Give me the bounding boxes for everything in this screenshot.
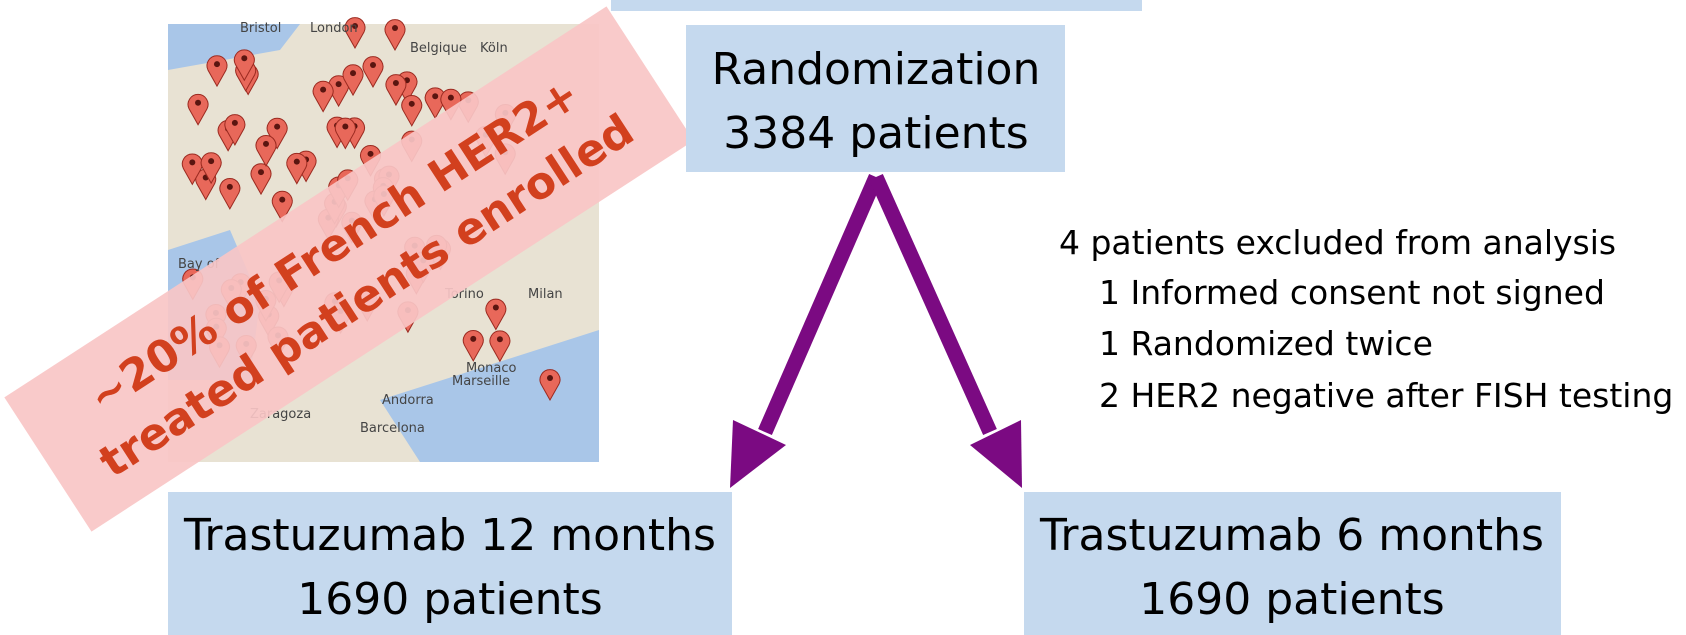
box-text: Trastuzumab 12 months <box>183 510 716 561</box>
map-label: Milan <box>528 287 563 302</box>
map-label: London <box>310 21 358 36</box>
exclusion-item: 2 HER2 negative after FISH testing <box>1099 376 1673 415</box>
exclusion-item: 1 Informed consent not signed <box>1099 273 1605 312</box>
map-label: Köln <box>480 41 508 56</box>
pin-dot <box>392 25 398 31</box>
map-label: Barcelona <box>360 421 425 436</box>
pin-dot <box>320 87 326 93</box>
box-text: 1690 patients <box>1139 574 1444 625</box>
pin-dot <box>497 336 503 342</box>
box-text: 3384 patients <box>723 108 1028 159</box>
pin-dot <box>432 93 438 99</box>
map-label: Marseille <box>452 374 510 389</box>
pin-dot <box>470 336 476 342</box>
pin-dot <box>342 123 348 129</box>
pin-dot <box>336 81 342 87</box>
pin-dot <box>409 101 415 107</box>
arrowhead <box>730 420 786 488</box>
pin-dot <box>547 375 553 381</box>
pin-dot <box>227 184 233 190</box>
pin-dot <box>294 159 300 165</box>
pin-dot <box>258 169 264 175</box>
arrows <box>765 177 990 432</box>
slide: BristolLondonBelgiqueKölnBay ofTorinoMil… <box>0 0 1686 635</box>
box-text: Trastuzumab 6 months <box>1039 510 1544 561</box>
arrow <box>765 177 876 432</box>
pin-dot <box>189 159 195 165</box>
pin-dot <box>393 80 399 86</box>
pin-dot <box>241 55 247 61</box>
pin-dot <box>214 61 220 67</box>
map-label: Monaco <box>466 361 517 376</box>
pin-dot <box>279 197 285 203</box>
map-label: Bristol <box>240 21 281 36</box>
map-label: Belgique <box>410 41 467 56</box>
pin-dot <box>493 305 499 311</box>
pin-dot <box>263 141 269 147</box>
pin-dot <box>350 70 356 76</box>
pin-dot <box>232 120 238 126</box>
box-text: 1690 patients <box>297 574 602 625</box>
pin-dot <box>370 62 376 68</box>
pin-dot <box>368 151 374 157</box>
arrowhead <box>970 420 1022 488</box>
box-text: Randomization <box>712 44 1041 95</box>
pin-dot <box>274 124 280 130</box>
map-label: Andorra <box>382 393 434 408</box>
exclusion-title: 4 patients excluded from analysis <box>1059 223 1616 262</box>
arrow <box>876 177 990 432</box>
pin-dot <box>195 100 201 106</box>
pin-dot <box>208 158 214 164</box>
pin-dot <box>448 95 454 101</box>
top-box <box>611 0 1142 11</box>
exclusion-item: 1 Randomized twice <box>1099 324 1433 363</box>
